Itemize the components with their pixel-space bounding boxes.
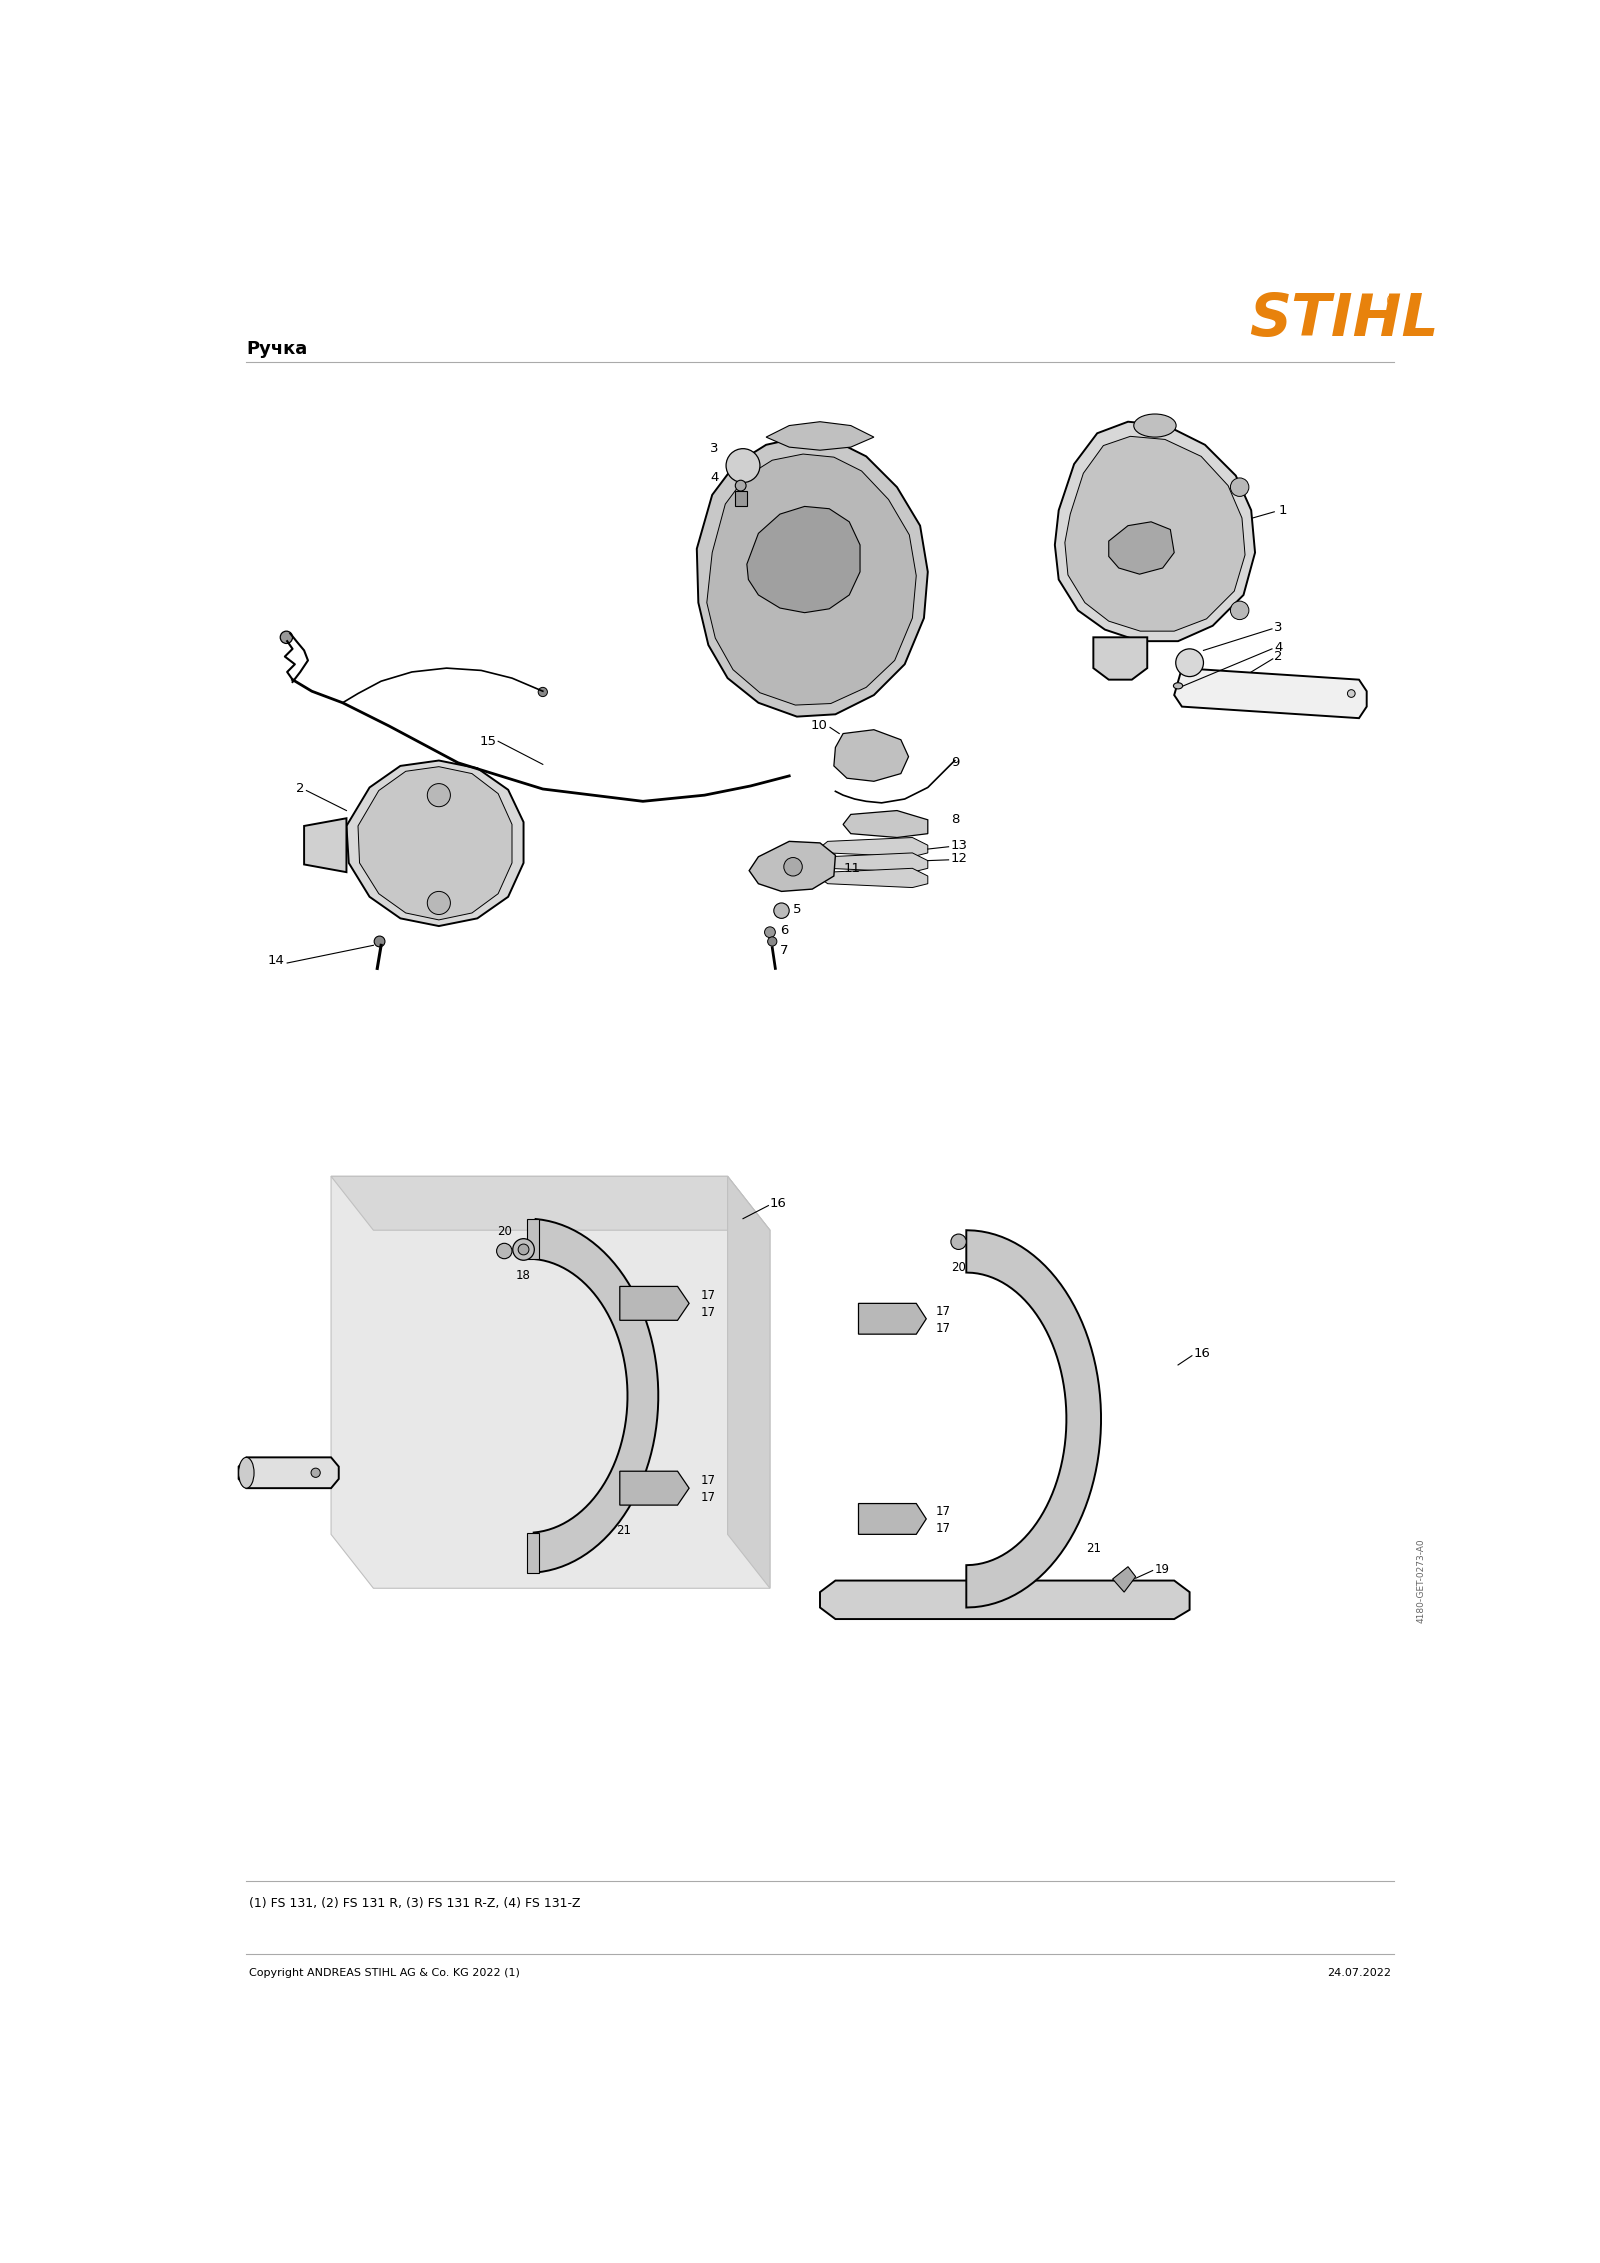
Circle shape [427, 892, 451, 914]
Polygon shape [843, 810, 928, 837]
Polygon shape [1066, 437, 1245, 631]
Ellipse shape [1173, 683, 1182, 688]
Text: 12: 12 [950, 851, 968, 864]
Polygon shape [1054, 421, 1254, 640]
Polygon shape [1112, 1566, 1136, 1593]
Text: 4: 4 [1274, 640, 1283, 654]
Text: 14: 14 [267, 955, 285, 966]
Polygon shape [304, 819, 347, 871]
Circle shape [784, 858, 802, 876]
Circle shape [950, 1233, 966, 1249]
Polygon shape [819, 853, 928, 871]
Polygon shape [619, 1471, 690, 1505]
Text: 21: 21 [1086, 1541, 1101, 1555]
Polygon shape [238, 1457, 339, 1489]
Text: 2: 2 [296, 783, 304, 797]
Text: 17: 17 [936, 1303, 950, 1317]
Polygon shape [698, 437, 928, 717]
Text: 21: 21 [616, 1523, 630, 1537]
Text: (1) FS 131, (2) FS 131 R, (3) FS 131 R-Z, (4) FS 131-Z: (1) FS 131, (2) FS 131 R, (3) FS 131 R-Z… [248, 1896, 581, 1910]
Text: Copyright ANDREAS STIHL AG & Co. KG 2022 (1): Copyright ANDREAS STIHL AG & Co. KG 2022… [248, 1969, 520, 1978]
Text: 8: 8 [950, 812, 960, 826]
Text: STIHL: STIHL [1248, 292, 1438, 349]
Text: 9: 9 [950, 756, 960, 769]
Ellipse shape [1134, 414, 1176, 437]
Circle shape [374, 937, 386, 946]
Polygon shape [834, 729, 909, 781]
Ellipse shape [238, 1457, 254, 1489]
Circle shape [427, 783, 451, 806]
Circle shape [1230, 477, 1250, 496]
Circle shape [768, 937, 778, 946]
Polygon shape [747, 507, 861, 613]
Text: 3: 3 [710, 441, 718, 455]
Polygon shape [619, 1285, 690, 1319]
Text: 17: 17 [936, 1521, 950, 1534]
Text: ®: ® [1384, 294, 1400, 308]
Polygon shape [707, 455, 917, 706]
Text: 7: 7 [779, 944, 789, 957]
Text: 11: 11 [843, 862, 861, 876]
Circle shape [310, 1469, 320, 1478]
Circle shape [518, 1245, 530, 1256]
Circle shape [765, 928, 776, 937]
Text: 17: 17 [701, 1473, 715, 1487]
Text: 17: 17 [936, 1505, 950, 1518]
Polygon shape [819, 869, 928, 887]
Circle shape [538, 688, 547, 697]
Text: 24.07.2022: 24.07.2022 [1328, 1969, 1392, 1978]
Circle shape [1230, 602, 1250, 620]
Circle shape [280, 631, 293, 643]
Polygon shape [736, 491, 747, 507]
Polygon shape [819, 1580, 1189, 1618]
Text: 17: 17 [936, 1322, 950, 1335]
Circle shape [736, 480, 746, 491]
Polygon shape [859, 1303, 926, 1335]
Polygon shape [966, 1231, 1101, 1607]
Polygon shape [819, 837, 928, 858]
Polygon shape [1174, 668, 1366, 717]
Polygon shape [528, 1532, 539, 1573]
Polygon shape [358, 767, 512, 919]
Text: 20: 20 [950, 1260, 966, 1274]
Polygon shape [728, 1177, 770, 1589]
Text: 2: 2 [1274, 649, 1283, 663]
Text: 19: 19 [1155, 1561, 1170, 1575]
Polygon shape [766, 421, 874, 450]
Polygon shape [1093, 638, 1147, 679]
Polygon shape [1109, 523, 1174, 575]
Text: 3: 3 [1274, 620, 1283, 634]
Text: 15: 15 [480, 735, 496, 747]
Polygon shape [749, 842, 835, 892]
Circle shape [1176, 649, 1203, 677]
Polygon shape [347, 760, 523, 926]
Text: 1: 1 [1278, 505, 1286, 516]
Circle shape [496, 1242, 512, 1258]
Circle shape [1347, 690, 1355, 697]
Polygon shape [528, 1220, 539, 1258]
Text: 4180-GET-0273-A0: 4180-GET-0273-A0 [1416, 1539, 1426, 1623]
Text: 16: 16 [770, 1197, 787, 1211]
Text: 16: 16 [1194, 1346, 1210, 1360]
Text: 5: 5 [794, 903, 802, 917]
Text: 20: 20 [498, 1224, 512, 1238]
Text: 17: 17 [701, 1306, 715, 1319]
Text: 13: 13 [950, 840, 968, 851]
Polygon shape [331, 1177, 770, 1589]
Polygon shape [534, 1220, 658, 1573]
Polygon shape [331, 1177, 770, 1231]
Polygon shape [859, 1503, 926, 1534]
Text: Ручка: Ручка [246, 339, 307, 358]
Circle shape [726, 448, 760, 482]
Text: 18: 18 [517, 1270, 531, 1281]
Text: 17: 17 [701, 1491, 715, 1505]
Text: 10: 10 [811, 720, 827, 733]
Text: 17: 17 [701, 1290, 715, 1301]
Text: 6: 6 [779, 923, 789, 937]
Circle shape [774, 903, 789, 919]
Circle shape [512, 1238, 534, 1260]
Text: 4: 4 [710, 471, 718, 484]
